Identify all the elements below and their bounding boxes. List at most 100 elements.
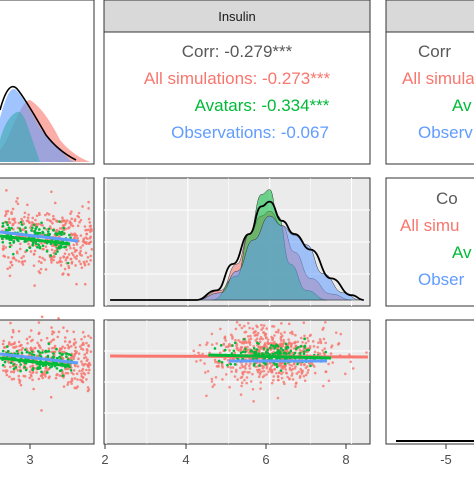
point-all-simulations xyxy=(81,362,84,366)
point-all-simulations xyxy=(34,222,38,226)
point-all-simulations xyxy=(252,400,255,403)
point-avatars xyxy=(36,245,39,249)
point-all-simulations xyxy=(63,346,67,350)
point-all-simulations xyxy=(33,284,36,287)
point-all-simulations xyxy=(62,255,66,259)
point-all-simulations xyxy=(79,262,83,266)
corr-right-obs: Observ xyxy=(418,123,473,142)
point-all-simulations xyxy=(248,364,251,368)
point-all-simulations xyxy=(260,323,263,327)
scatter-grid-bottom xyxy=(104,320,370,444)
point-all-simulations xyxy=(273,367,277,371)
point-all-simulations xyxy=(50,326,53,329)
point-all-simulations xyxy=(21,260,25,263)
point-all-simulations xyxy=(18,365,21,369)
corr-right-all: All simula xyxy=(402,69,474,88)
point-all-simulations xyxy=(70,217,74,221)
point-all-simulations xyxy=(321,328,325,331)
point-avatars xyxy=(32,223,36,227)
point-all-simulations xyxy=(50,332,54,336)
point-avatars xyxy=(9,361,13,365)
point-all-simulations xyxy=(329,352,333,355)
point-all-simulations xyxy=(77,215,81,219)
point-avatars xyxy=(10,226,13,230)
point-avatars xyxy=(59,245,63,248)
point-all-simulations xyxy=(4,210,8,213)
point-avatars xyxy=(64,352,68,355)
point-all-simulations xyxy=(287,338,290,341)
point-all-simulations xyxy=(290,364,294,367)
point-all-simulations xyxy=(44,245,48,248)
point-avatars xyxy=(68,233,71,237)
point-all-simulations xyxy=(85,359,89,363)
point-avatars xyxy=(230,352,234,355)
point-all-simulations xyxy=(210,377,214,381)
point-all-simulations xyxy=(44,375,47,378)
point-all-simulations xyxy=(17,329,21,333)
point-all-simulations xyxy=(27,242,30,246)
point-all-simulations xyxy=(321,384,325,388)
point-all-simulations xyxy=(62,326,65,329)
point-avatars xyxy=(213,347,217,350)
point-all-simulations xyxy=(81,244,85,247)
point-all-simulations xyxy=(246,335,250,338)
point-avatars xyxy=(3,360,7,364)
point-all-simulations xyxy=(231,366,235,369)
point-all-simulations xyxy=(69,356,73,360)
point-all-simulations xyxy=(40,242,43,245)
point-all-simulations xyxy=(32,387,35,391)
tick-label-6: 6 xyxy=(262,452,269,467)
point-all-simulations xyxy=(5,189,8,192)
point-all-simulations xyxy=(8,274,12,278)
point-all-simulations xyxy=(75,257,78,261)
point-all-simulations xyxy=(258,371,262,374)
point-all-simulations xyxy=(66,383,69,386)
point-all-simulations xyxy=(65,256,68,260)
point-all-simulations xyxy=(248,367,252,370)
corr-right-overall: Corr xyxy=(418,42,451,61)
point-all-simulations xyxy=(33,249,37,253)
point-all-simulations xyxy=(13,341,17,344)
point-avatars xyxy=(28,351,31,355)
point-all-simulations xyxy=(28,370,32,374)
point-all-simulations xyxy=(306,336,309,340)
point-all-simulations xyxy=(11,256,15,260)
point-all-simulations xyxy=(259,387,262,390)
point-all-simulations xyxy=(290,374,294,377)
point-all-simulations xyxy=(11,328,15,332)
point-avatars xyxy=(37,243,40,247)
point-all-simulations xyxy=(87,361,91,365)
point-all-simulations xyxy=(313,371,317,375)
point-avatars xyxy=(58,351,62,355)
point-avatars xyxy=(28,246,32,250)
point-all-simulations xyxy=(298,348,302,352)
point-all-simulations xyxy=(34,218,37,222)
point-all-simulations xyxy=(59,264,63,267)
point-avatars xyxy=(284,342,288,346)
point-all-simulations xyxy=(231,337,234,340)
point-all-simulations xyxy=(323,347,327,350)
point-all-simulations xyxy=(273,340,276,344)
point-avatars xyxy=(40,221,43,225)
point-avatars xyxy=(35,225,38,229)
point-all-simulations xyxy=(83,225,87,228)
tick-label-4: 4 xyxy=(182,452,189,467)
point-avatars xyxy=(8,241,12,245)
point-all-simulations xyxy=(23,211,27,215)
point-all-simulations xyxy=(66,367,69,371)
point-all-simulations xyxy=(208,351,211,355)
point-all-simulations xyxy=(16,369,20,372)
point-all-simulations xyxy=(31,371,34,375)
point-avatars xyxy=(66,261,70,265)
point-all-simulations xyxy=(70,251,74,255)
point-all-simulations xyxy=(10,377,14,381)
point-all-simulations xyxy=(276,330,280,334)
point-all-simulations xyxy=(337,342,341,345)
point-all-simulations xyxy=(73,236,77,239)
point-all-simulations xyxy=(5,212,8,216)
point-all-simulations xyxy=(41,256,44,260)
point-all-simulations xyxy=(82,356,86,360)
point-all-simulations xyxy=(282,338,285,342)
